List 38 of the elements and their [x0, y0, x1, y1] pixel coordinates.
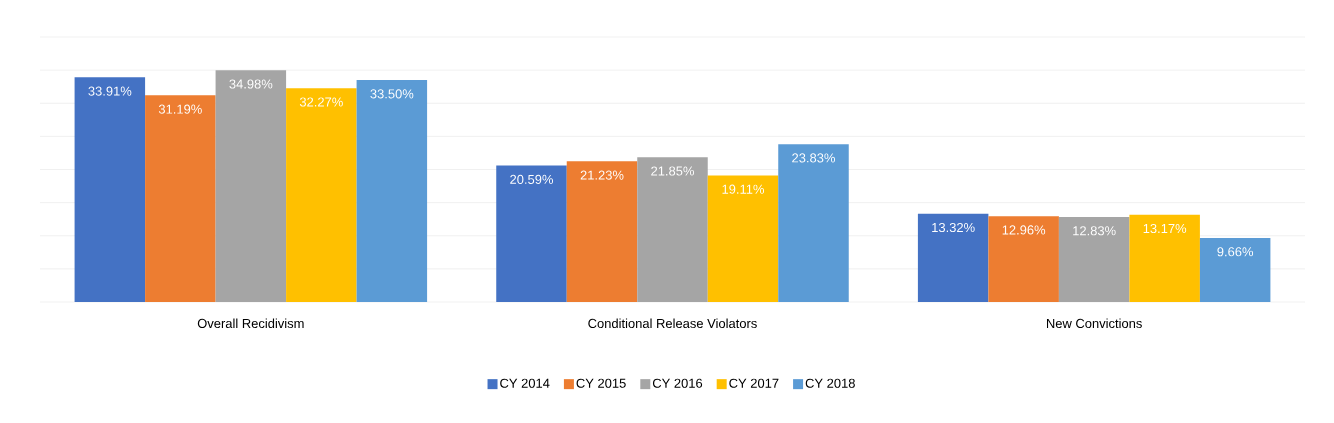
- data-label: 34.98%: [229, 79, 273, 89]
- bar: [356, 80, 428, 302]
- x-tick-label: New Convictions: [1046, 318, 1142, 329]
- data-label: 21.23%: [580, 170, 624, 180]
- bar: [988, 216, 1059, 302]
- data-label: 33.91%: [88, 86, 132, 96]
- legend-label: CY 2017: [729, 378, 779, 388]
- bar: [1199, 238, 1271, 302]
- data-label: 33.50%: [370, 89, 414, 99]
- legend-label: CY 2016: [652, 378, 703, 388]
- data-label: 12.83%: [1073, 226, 1116, 236]
- legend-label: CY 2015: [576, 378, 626, 388]
- bar: [707, 175, 779, 302]
- data-label: 13.17%: [1143, 223, 1187, 234]
- bar: [286, 88, 357, 302]
- legend-label: CY 2014: [500, 378, 550, 388]
- bar: [1058, 217, 1130, 302]
- x-tick-label: Conditional Release Violators: [588, 318, 757, 329]
- bar: [145, 95, 216, 302]
- bar: [778, 144, 849, 302]
- legend-label: CY 2018: [805, 378, 855, 388]
- bar: [566, 161, 638, 302]
- data-label: 21.85%: [651, 166, 694, 176]
- data-label: 9.66%: [1217, 247, 1254, 257]
- data-label: 20.59%: [510, 174, 553, 184]
- data-label: 12.96%: [1002, 225, 1046, 235]
- bar: [637, 157, 708, 302]
- data-label: 19.11%: [722, 184, 765, 194]
- bar: [496, 165, 567, 302]
- bar: [74, 77, 146, 302]
- data-label: 31.19%: [158, 104, 202, 114]
- data-label: 23.83%: [792, 153, 835, 163]
- data-label: 32.27%: [299, 97, 343, 107]
- bar: [1129, 214, 1200, 302]
- bar: [215, 70, 287, 302]
- x-tick-label: Overall Recidivism: [197, 318, 304, 329]
- bar: [917, 213, 989, 302]
- data-label: 13.32%: [932, 222, 975, 233]
